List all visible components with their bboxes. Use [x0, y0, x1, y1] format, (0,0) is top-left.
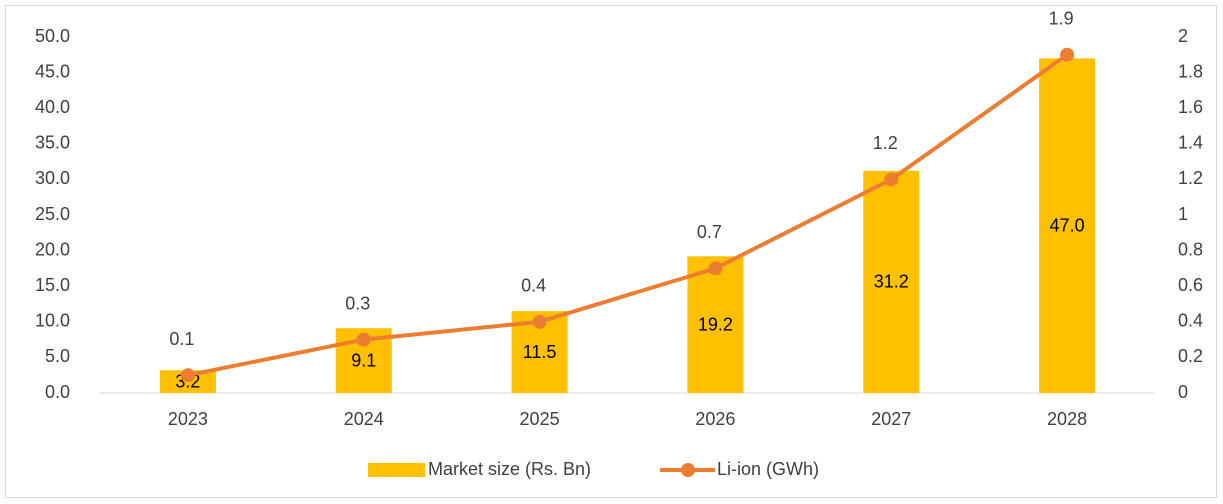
y2-tick-label: 0.2 — [1178, 346, 1203, 366]
y-tick-label: 45.0 — [35, 61, 70, 81]
line-value-label: 0.3 — [345, 293, 370, 313]
legend-label: Li-ion (GWh) — [717, 459, 819, 479]
y-tick-label: 20.0 — [35, 239, 70, 259]
x-tick-label: 2023 — [168, 409, 208, 429]
y-tick-label: 5.0 — [45, 346, 70, 366]
line-marker — [532, 314, 547, 329]
legend-marker — [681, 463, 695, 477]
line-marker — [1060, 47, 1075, 62]
x-tick-label: 2024 — [344, 409, 384, 429]
line-marker — [884, 172, 899, 187]
bar-value-label: 47.0 — [1050, 215, 1085, 235]
bar-value-label: 11.5 — [523, 342, 557, 362]
bar-value-label: 31.2 — [874, 272, 909, 292]
y2-tick-label: 0.6 — [1178, 275, 1203, 295]
x-tick-label: 2026 — [695, 409, 735, 429]
bar — [863, 170, 920, 393]
line-marker — [180, 368, 195, 383]
y-tick-label: 10.0 — [35, 311, 70, 331]
line-value-label: 0.4 — [521, 276, 546, 296]
line-value-label: 1.2 — [873, 133, 898, 153]
y2-tick-label: 0.8 — [1178, 239, 1203, 259]
line-marker — [708, 261, 723, 276]
y-tick-label: 30.0 — [35, 168, 70, 188]
y-tick-label: 15.0 — [35, 275, 70, 295]
line-value-label: 0.7 — [697, 222, 722, 242]
y2-tick-label: 0.4 — [1178, 311, 1203, 331]
y2-tick-label: 1.4 — [1178, 133, 1203, 153]
legend-swatch — [368, 463, 425, 477]
legend-label: Market size (Rs. Bn) — [428, 459, 591, 479]
y2-tick-label: 0 — [1178, 382, 1188, 402]
line — [187, 53, 1069, 378]
bar-value-label: 9.1 — [351, 350, 376, 370]
y2-tick-label: 1.6 — [1178, 97, 1203, 117]
chart-border — [5, 5, 1217, 498]
y-tick-label: 25.0 — [35, 204, 70, 224]
y-tick-label: 40.0 — [35, 97, 70, 117]
y-tick-label: 50.0 — [35, 26, 70, 46]
line-value-label: 0.1 — [169, 329, 194, 349]
y2-tick-label: 2 — [1178, 26, 1188, 46]
y2-tick-label: 1.2 — [1178, 168, 1203, 188]
bar-value-label: 19.2 — [698, 314, 733, 334]
line-marker — [356, 332, 371, 347]
line-value-label: 1.9 — [1049, 9, 1074, 29]
bar — [687, 256, 744, 393]
y2-tick-label: 1.8 — [1178, 61, 1203, 81]
y-tick-label: 0.0 — [45, 382, 70, 402]
bar — [1039, 58, 1096, 394]
x-tick-label: 2027 — [871, 409, 911, 429]
y-tick-label: 35.0 — [35, 133, 70, 153]
x-tick-label: 2028 — [1047, 409, 1087, 429]
y2-tick-label: 1 — [1178, 204, 1188, 224]
x-tick-label: 2025 — [520, 409, 560, 429]
